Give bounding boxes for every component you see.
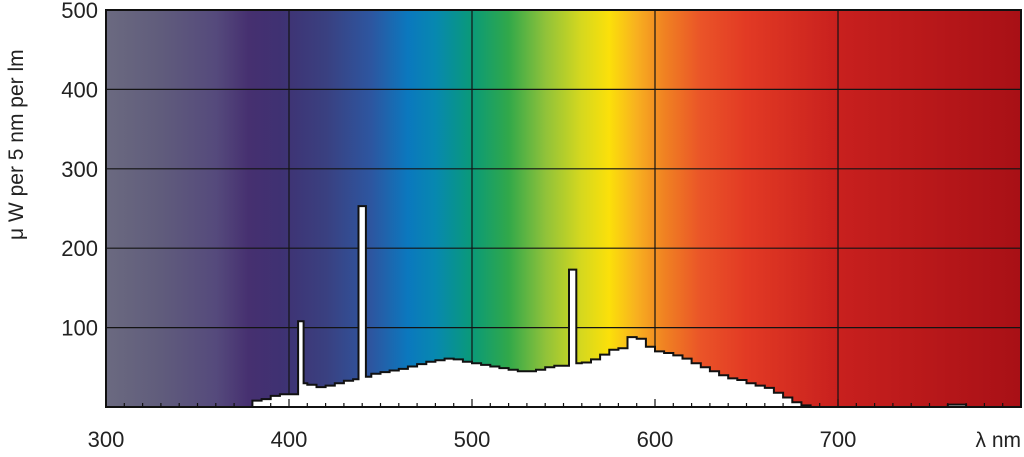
x-tick-label-300: 300 (88, 427, 125, 452)
y-axis-label: μ W per 5 nm per lm (5, 49, 28, 240)
x-tick-label-700: 700 (820, 427, 857, 452)
x-tick-label-600: 600 (637, 427, 674, 452)
x-axis-label: λ nm (975, 429, 1021, 452)
spectral-power-area (251, 205, 1021, 408)
y-tick-label-300: 300 (61, 157, 98, 182)
spectrum-background (106, 10, 1021, 407)
y-tick-label-200: 200 (61, 236, 98, 261)
x-tick-label-400: 400 (271, 427, 308, 452)
y-axis: 100 200 300 400 500 (61, 0, 98, 341)
y-tick-label-100: 100 (61, 316, 98, 341)
x-tick-label-500: 500 (454, 427, 491, 452)
y-tick-label-500: 500 (61, 0, 98, 23)
y-tick-label-400: 400 (61, 77, 98, 102)
x-axis: 300 400 500 600 700 (88, 399, 1022, 452)
